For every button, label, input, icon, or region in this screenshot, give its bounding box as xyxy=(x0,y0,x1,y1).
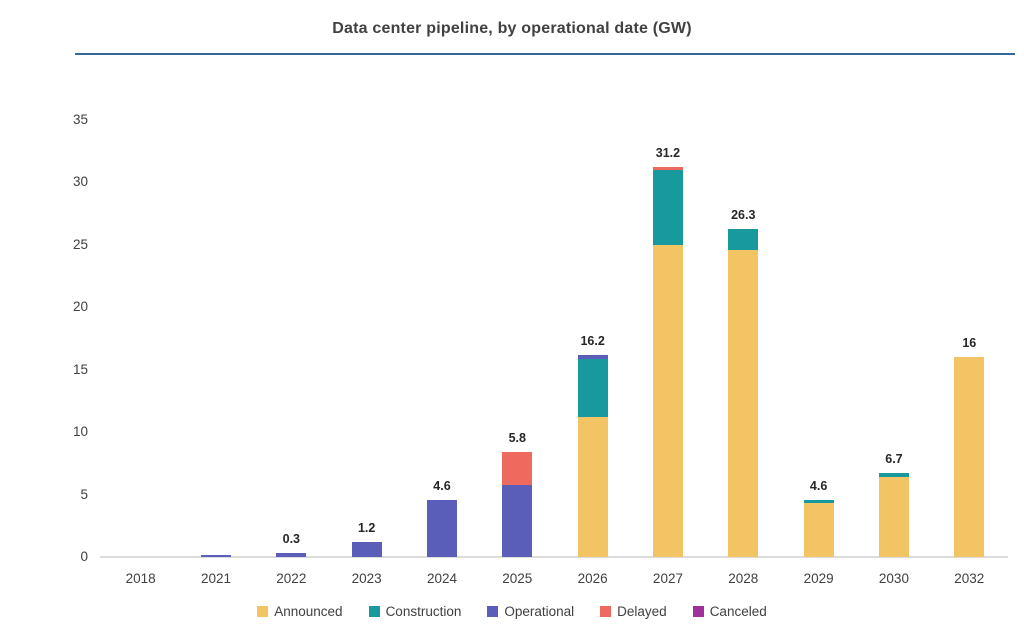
bar-stack xyxy=(351,542,382,557)
bar-segment-operational xyxy=(502,484,533,557)
x-tick-label: 2026 xyxy=(577,571,608,586)
legend-item-operational: Operational xyxy=(487,604,574,619)
bar-column: 4.6 2029 xyxy=(781,120,856,586)
y-tick-label: 35 xyxy=(72,112,88,127)
bar-column: 4.6 2024 xyxy=(404,120,479,586)
bar-segment-construction xyxy=(577,358,608,418)
bar-segment-construction xyxy=(652,169,683,245)
y-tick-label: 25 xyxy=(72,236,88,252)
legend-label: Operational xyxy=(504,604,575,619)
x-tick-label: 2028 xyxy=(728,571,759,586)
bar-segment-announced xyxy=(878,477,909,557)
bar-segment-announced xyxy=(652,244,683,557)
legend-item-construction: Construction xyxy=(368,604,462,619)
bar-value-label: 4.6 xyxy=(809,478,828,493)
y-tick-label: 20 xyxy=(72,299,88,315)
chart-title: Data center pipeline, by operational dat… xyxy=(332,20,692,37)
legend-swatch-construction xyxy=(368,606,380,617)
x-axis-baseline xyxy=(100,556,1008,558)
bar-column: 6.7 2030 xyxy=(856,120,931,586)
bar-stack xyxy=(502,452,533,557)
bar-column: 16.2 2026 xyxy=(555,120,630,586)
bar-column: 1.2 2023 xyxy=(329,120,404,586)
legend-label: Construction xyxy=(385,604,462,619)
x-tick-label: 2025 xyxy=(502,571,533,586)
legend-swatch-announced xyxy=(257,606,269,617)
title-underline-rule xyxy=(75,53,1015,55)
x-tick-label: 2023 xyxy=(351,571,382,586)
bar-stack xyxy=(200,554,231,557)
bar-segment-announced xyxy=(577,417,608,557)
legend-item-canceled: Canceled xyxy=(692,604,767,619)
bar-value-label: 4.6 xyxy=(433,478,451,493)
bar-segment-construction xyxy=(728,228,759,250)
bar-stack xyxy=(426,499,457,557)
legend-swatch-operational xyxy=(487,606,499,617)
bar-segment-operational xyxy=(426,499,457,557)
y-tick-label: 0 xyxy=(80,549,88,564)
bar-stack xyxy=(728,228,759,557)
x-tick-label: 2022 xyxy=(276,571,307,586)
x-tick-label: 2029 xyxy=(803,571,834,586)
y-tick-label: 15 xyxy=(72,361,88,377)
bar-value-label: 31.2 xyxy=(655,146,681,161)
bar-segment-construction xyxy=(803,499,834,504)
bar-stack xyxy=(954,357,985,557)
bar-stack xyxy=(878,473,909,557)
bar-value-label: 6.7 xyxy=(885,452,903,467)
bar-column: 2021 xyxy=(178,120,253,586)
legend-swatch-delayed xyxy=(600,606,612,617)
bar-value-label: 0.3 xyxy=(282,532,301,547)
x-tick-label: 2030 xyxy=(878,571,909,586)
legend-label: Canceled xyxy=(709,604,767,619)
legend-label: Announced xyxy=(274,604,343,619)
bar-segment-delayed xyxy=(502,452,533,485)
x-tick-label: 2032 xyxy=(954,571,985,586)
legend-swatch-canceled xyxy=(692,606,704,617)
bar-value-label: 16.2 xyxy=(580,333,605,348)
bar-segment-delayed xyxy=(652,167,683,170)
legend-label: Delayed xyxy=(617,604,667,619)
bar-value-label: 1.2 xyxy=(357,521,376,536)
bar-segment-operational xyxy=(351,542,382,557)
bar-column: 2018 xyxy=(103,120,178,586)
bar-segment-announced xyxy=(803,503,834,557)
bar-segment-operational xyxy=(200,554,231,557)
y-tick-label: 5 xyxy=(80,486,88,502)
bar-segment-operational xyxy=(577,354,608,359)
bar-stack xyxy=(652,167,683,557)
y-tick-label: 30 xyxy=(72,174,88,190)
x-tick-label: 2021 xyxy=(200,571,232,586)
x-tick-label: 2024 xyxy=(426,571,457,586)
bar-segment-announced xyxy=(728,249,759,557)
chart-legend: Announced Construction Operational Delayed C… xyxy=(0,604,1024,619)
bar-column: 31.2 2027 xyxy=(630,120,705,586)
x-tick-label: 2018 xyxy=(125,571,156,586)
bar-column: 16 2032 xyxy=(932,120,1007,586)
plot-area: 2018 2021 0.3 2022 1.2 2023 4.6 2024 5.8 2025 16.2… xyxy=(103,120,1007,586)
legend-item-announced: Announced xyxy=(257,604,343,619)
bar-segment-construction xyxy=(878,473,909,478)
legend-item-delayed: Delayed xyxy=(600,604,667,619)
bar-segment-announced xyxy=(954,357,985,557)
bar-value-label: 5.8 xyxy=(508,431,526,446)
bar-value-label: 26.3 xyxy=(731,207,756,222)
bar-column: 26.3 2028 xyxy=(706,120,781,586)
bar-column: 5.8 2025 xyxy=(480,120,555,586)
y-tick-label: 10 xyxy=(72,424,88,440)
bar-stack xyxy=(577,354,608,557)
bar-stack xyxy=(803,499,834,557)
bar-value-label: 16 xyxy=(962,336,977,351)
bar-stack xyxy=(276,553,307,557)
bar-segment-operational xyxy=(276,553,307,557)
x-tick-label: 2027 xyxy=(652,571,683,586)
bar-column: 0.3 2022 xyxy=(254,120,329,586)
